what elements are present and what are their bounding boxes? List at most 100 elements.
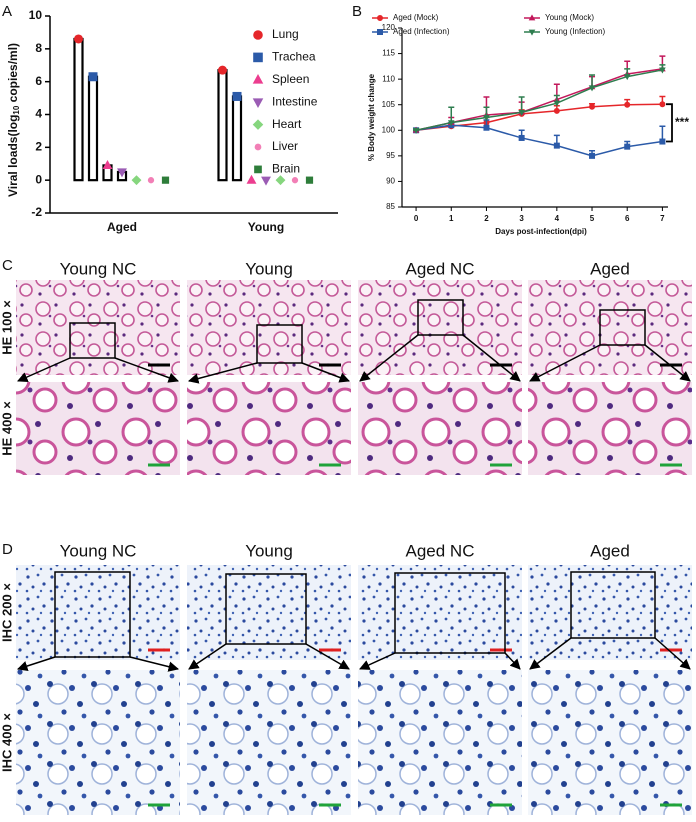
- zoom-arrow: [187, 362, 258, 384]
- bar: [73, 37, 84, 182]
- marker: [74, 34, 83, 44]
- column-title: Aged: [590, 541, 630, 560]
- zoom-arrow: [359, 334, 419, 382]
- marker: [102, 159, 113, 169]
- legend-marker: [528, 14, 536, 21]
- zoom-box: [417, 299, 464, 336]
- zoom-arrow: [129, 656, 180, 672]
- zoom-arrow: [114, 357, 179, 383]
- zoom-box: [256, 324, 303, 364]
- marker: [291, 177, 299, 184]
- row-label: IHC 400 ×: [0, 713, 14, 772]
- x-tick-label: 7: [660, 214, 665, 223]
- error-bar: [518, 96, 525, 113]
- y-tick-label: 90: [386, 177, 395, 186]
- marker: [553, 107, 560, 114]
- zoom-arrow: [504, 652, 521, 670]
- marker: [412, 127, 420, 134]
- marker: [659, 138, 666, 145]
- zoom-arrow: [17, 357, 71, 382]
- x-tick-label: 0: [414, 214, 419, 223]
- micrograph: [187, 280, 351, 375]
- legend-marker: [253, 52, 263, 63]
- x-tick-label: 6: [625, 214, 630, 223]
- zoom-box: [69, 322, 116, 359]
- row-label: HE 400 ×: [0, 401, 14, 456]
- y-axis-title-main: Viral loads(log: [6, 115, 20, 197]
- y-axis-title: % Body weight change: [367, 73, 376, 161]
- zoom-box: [394, 572, 506, 654]
- micrograph: [528, 382, 692, 475]
- marker: [131, 175, 142, 186]
- micrograph: [358, 280, 522, 375]
- legend-marker: [528, 29, 536, 36]
- y-tick-label: 10: [29, 8, 43, 22]
- x-tick-label: 4: [555, 214, 560, 223]
- error-bar: [448, 106, 455, 123]
- micrograph: [16, 565, 180, 660]
- micrograph: [528, 565, 692, 660]
- x-tick-label: 2: [484, 214, 489, 223]
- micrograph: [187, 382, 351, 475]
- legend-label: Trachea: [272, 50, 316, 64]
- y-tick-label: 110: [382, 74, 395, 83]
- column-title: Aged NC: [406, 541, 475, 560]
- zoom-arrow: [529, 344, 601, 382]
- marker: [553, 100, 561, 107]
- legend-label: Young (Mock): [545, 13, 594, 22]
- column-title: Young NC: [60, 259, 137, 278]
- marker: [588, 85, 596, 92]
- marker: [161, 176, 170, 184]
- panel-label: B: [352, 3, 362, 20]
- y-tick-label: 6: [35, 74, 42, 88]
- zoom-arrow: [654, 637, 691, 670]
- y-tick-label: 115: [382, 49, 395, 58]
- zoom-arrow: [462, 334, 521, 382]
- zoom-arrow: [529, 637, 572, 670]
- y-tick-label: 0: [35, 172, 42, 186]
- y-tick-label: 2: [35, 140, 42, 154]
- marker: [624, 143, 631, 150]
- y-axis-title-rest: copies/ml): [6, 43, 20, 106]
- marker: [659, 101, 666, 108]
- marker: [553, 142, 560, 149]
- annotation: ***: [675, 115, 689, 129]
- bar: [231, 95, 243, 182]
- micrograph: [16, 280, 180, 375]
- y-tick-label: 120: [382, 23, 396, 32]
- micrograph: [528, 280, 692, 375]
- legend-label: Spleen: [272, 72, 309, 86]
- y-axis-title: Viral loads(log10 copies/ml): [6, 43, 21, 197]
- micrograph: [358, 670, 522, 815]
- marker: [483, 115, 490, 122]
- y-tick-label: 4: [35, 107, 42, 121]
- zoom-arrow: [305, 643, 350, 670]
- x-axis-title: Days post-infection(dpi): [495, 227, 587, 236]
- zoom-box: [599, 309, 646, 346]
- marker: [275, 175, 286, 186]
- y-axis-title-sub: 10: [12, 105, 21, 114]
- micrograph: [187, 670, 351, 815]
- marker: [659, 67, 666, 74]
- micrograph: [358, 382, 522, 475]
- panel-label: C: [2, 257, 13, 274]
- micrograph: [16, 670, 180, 815]
- legend-label: Brain: [272, 162, 300, 176]
- marker: [218, 65, 227, 75]
- micrograph: [358, 565, 522, 660]
- marker: [447, 120, 455, 127]
- marker: [117, 168, 127, 178]
- marker: [589, 103, 596, 110]
- legend-marker: [252, 119, 264, 130]
- x-tick-label: 1: [449, 214, 454, 223]
- zoom-box: [54, 571, 131, 658]
- marker: [246, 174, 257, 184]
- significance-bracket: [666, 103, 673, 143]
- column-title: Young: [245, 541, 293, 560]
- x-tick-label: 3: [519, 214, 524, 223]
- marker: [589, 152, 596, 159]
- legend-label: Aged (Mock): [393, 13, 439, 22]
- column-title: Young: [245, 259, 293, 278]
- legend-label: Heart: [272, 117, 302, 131]
- legend-marker: [254, 165, 262, 174]
